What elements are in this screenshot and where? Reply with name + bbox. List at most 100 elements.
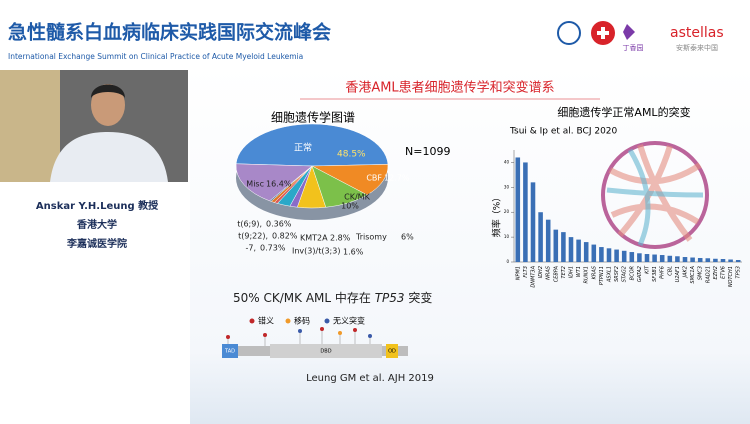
bar xyxy=(599,247,604,262)
x-tick-label: BCOR xyxy=(629,266,635,280)
pie-value: 6% xyxy=(401,233,414,242)
legend-marker xyxy=(249,318,255,324)
legend-label: 无义突变 xyxy=(333,316,365,326)
x-tick-label: JAK2 xyxy=(683,266,689,278)
x-tick-label: IDH1 xyxy=(569,266,575,278)
bar xyxy=(545,219,551,262)
pie-label: KMT2A xyxy=(300,234,328,243)
bar xyxy=(652,254,657,262)
header-subtitle: International Exchange Summit on Clinica… xyxy=(8,52,303,61)
legend-marker xyxy=(285,318,291,324)
x-tick-label: FLT3 xyxy=(523,266,529,278)
bar xyxy=(614,249,619,262)
x-tick-label: TET2 xyxy=(561,266,567,278)
x-tick-label: CEBPA xyxy=(553,265,559,282)
lollipops xyxy=(226,327,372,346)
x-tick-label: ETV6 xyxy=(721,266,727,279)
x-tick-label: SRSF2 xyxy=(614,266,620,282)
header-title: 急性髓系白血病临床实践国际交流峰会 xyxy=(8,21,331,44)
pie-label: CBF xyxy=(366,174,382,183)
pie-label: -7, xyxy=(245,244,256,253)
x-tick-label: NPM1 xyxy=(515,266,521,280)
bar xyxy=(576,239,581,262)
bar xyxy=(682,257,688,262)
person xyxy=(91,84,125,98)
speaker-name: Anskar Y.H.Leung 教授 xyxy=(36,199,159,212)
bar xyxy=(606,248,612,262)
pie-label: Trisomy xyxy=(355,233,387,242)
bar xyxy=(690,257,695,262)
chart-note: N=1099 xyxy=(405,145,450,158)
x-tick-label: PHF6 xyxy=(660,266,666,279)
logo-text: astellas xyxy=(670,25,724,41)
pie-value: 0.36% xyxy=(266,220,292,229)
y-tick-label: 10 xyxy=(504,234,510,239)
person xyxy=(91,84,125,126)
bar xyxy=(523,162,528,262)
domain xyxy=(386,344,398,358)
bar xyxy=(644,254,650,262)
x-tick-label: U2AF1 xyxy=(675,266,681,282)
pie-value: 12.7% xyxy=(384,174,410,183)
pie-value: 0.82% xyxy=(272,232,298,241)
tp53-title: 50% CK/MK AML 中存在 TP53 突变 xyxy=(233,290,432,305)
slide-title: 香港AML患者细胞遗传学和突变谱系 xyxy=(345,80,554,96)
domain xyxy=(270,344,382,358)
logo-text: 安斯泰来中国 xyxy=(676,43,718,52)
x-tick-label: NRAS xyxy=(546,265,552,280)
pie-label: 正常 xyxy=(294,142,312,154)
chart-title: 细胞遗传学图谱 xyxy=(271,110,355,125)
chart-title: 细胞遗传学正常AML的突变 xyxy=(557,105,690,119)
y-axis-label: 频率（%） xyxy=(491,193,503,238)
bar xyxy=(659,255,665,262)
legend-label: 错义 xyxy=(258,316,274,326)
bar xyxy=(629,252,635,262)
x-tick-label: CBL xyxy=(667,266,673,276)
speaker-school: 李嘉诚医学院 xyxy=(66,237,127,250)
speaker-university: 香港大学 xyxy=(77,218,117,231)
x-tick-label: STAG2 xyxy=(622,266,628,282)
x-tick-label: RAD21 xyxy=(705,266,711,283)
chart-subtitle: Tsui & Ip et al. BCJ 2020 xyxy=(509,127,618,137)
bar xyxy=(728,259,733,262)
y-tick-label: 30 xyxy=(504,184,510,189)
logo xyxy=(557,21,581,45)
y-tick-label: 40 xyxy=(504,159,510,164)
bar xyxy=(697,258,703,262)
y-tick-label: 0 xyxy=(506,259,509,264)
pie-value: 0.73% xyxy=(260,244,286,253)
bar xyxy=(530,182,536,262)
pie-label: t(9;22), xyxy=(238,232,268,241)
domain xyxy=(222,344,238,358)
bar xyxy=(583,242,589,262)
chord-diagram xyxy=(601,141,709,249)
x-tick-label: SF3B1 xyxy=(652,266,658,282)
bar xyxy=(720,259,726,262)
bar xyxy=(713,258,718,262)
bar xyxy=(553,229,559,262)
bar xyxy=(538,212,543,262)
x-tick-label: TP53 xyxy=(736,266,742,278)
pie-slice xyxy=(235,163,313,202)
citation: Leung GM et al. AJH 2019 xyxy=(306,373,434,384)
x-tick-label: NOTCH1 xyxy=(728,266,734,287)
pie-value: 2.8% xyxy=(330,234,351,243)
domain-label: OD xyxy=(388,349,396,355)
pie-label: Inv(3)/t(3;3) xyxy=(292,247,340,256)
pie-slice xyxy=(311,164,389,196)
pie-label: Misc xyxy=(246,180,264,189)
x-tick-label: GATA2 xyxy=(637,266,643,282)
bar-chart: 细胞遗传学正常AML的突变 Tsui & Ip et al. BCJ 2020 频率… xyxy=(491,105,742,288)
x-tick-label: SMC3 xyxy=(698,266,704,280)
bar xyxy=(591,244,597,262)
domain-label: TAD xyxy=(224,349,235,355)
legend-label: 移码 xyxy=(294,316,310,326)
x-tick-label: IDH2 xyxy=(538,266,544,278)
bar xyxy=(667,255,673,262)
x-tick-label: KIT xyxy=(645,265,651,274)
pie-value: 16.4% xyxy=(266,180,292,189)
pie-label: t(6;9), xyxy=(237,220,262,229)
bar xyxy=(637,253,642,262)
